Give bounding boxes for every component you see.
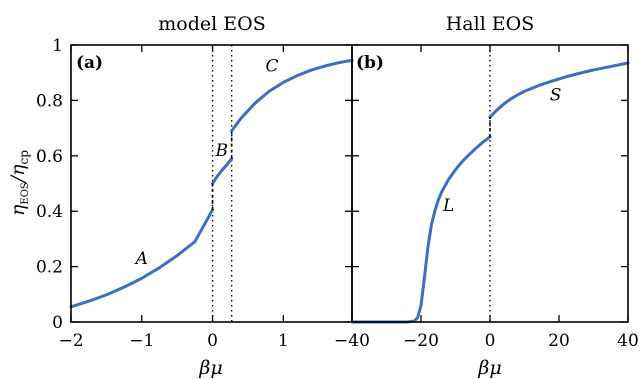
- panel-a-series-B: [211, 157, 234, 185]
- panel-a-xtick-label: −1: [129, 331, 154, 351]
- panel-b-xtick-label: 40: [617, 331, 639, 351]
- panel-a-ytick-label: 0.8: [36, 91, 63, 111]
- panel-a-model-eos: model EOS −2 −1 0 1 0 0.2 0.4 0.6 0.8 1 (a) A B C β…: [36, 13, 354, 379]
- panel-a-ytick-label: 0: [52, 313, 63, 333]
- panel-a-ytick-label: 1: [52, 36, 63, 56]
- panel-a-series-C: [230, 58, 354, 133]
- panel-b-xtick-label: 0: [485, 331, 496, 351]
- panel-b-curve-label-L: L: [442, 196, 454, 216]
- panel-a-tag: (a): [76, 53, 103, 73]
- panel-b-xtick-label: 20: [548, 331, 570, 351]
- panel-a-xlabel: βμ: [198, 357, 222, 379]
- panel-a-curve-label-A: A: [134, 249, 148, 269]
- panel-a-series-A: [69, 208, 215, 309]
- panel-b-xtick-label: −20: [403, 331, 439, 351]
- panel-b-title: Hall EOS: [446, 13, 535, 35]
- y-axis-label-sub1: EOS: [20, 182, 31, 204]
- panel-b-hall-eos: Hall EOS −40 −20 0 20 40 (b) L S βμ: [334, 13, 639, 379]
- y-axis-label-sub2: cp: [17, 150, 31, 165]
- panel-a-curve-label-C: C: [266, 56, 279, 76]
- svg-text:ηEOS/ηcp: ηEOS/ηcp: [7, 150, 31, 216]
- panel-a-ytick-label: 0.2: [36, 258, 63, 278]
- panel-b-xlabel: βμ: [477, 357, 501, 379]
- panel-a-xtick-label: 1: [278, 331, 289, 351]
- panel-b-series-S: [488, 61, 630, 119]
- panel-b-series-L: [350, 135, 492, 324]
- panel-a-title: model EOS: [158, 13, 265, 35]
- panel-b-tag: (b): [356, 53, 384, 73]
- panel-b-xtick-label: −40: [334, 331, 370, 351]
- panel-a-xtick-label: 0: [207, 331, 218, 351]
- panel-a-ytick-label: 0.6: [36, 147, 63, 167]
- y-axis-label-eta: η: [7, 204, 29, 216]
- y-axis-label: ηEOS/ηcp: [7, 150, 31, 216]
- panel-a-xtick-label: −2: [58, 331, 83, 351]
- panel-b-curve-label-S: S: [550, 85, 562, 105]
- panel-a-ytick-label: 0.4: [36, 202, 63, 222]
- panel-a-curve-label-B: B: [215, 141, 229, 161]
- y-axis-label-mid: /η: [7, 164, 29, 184]
